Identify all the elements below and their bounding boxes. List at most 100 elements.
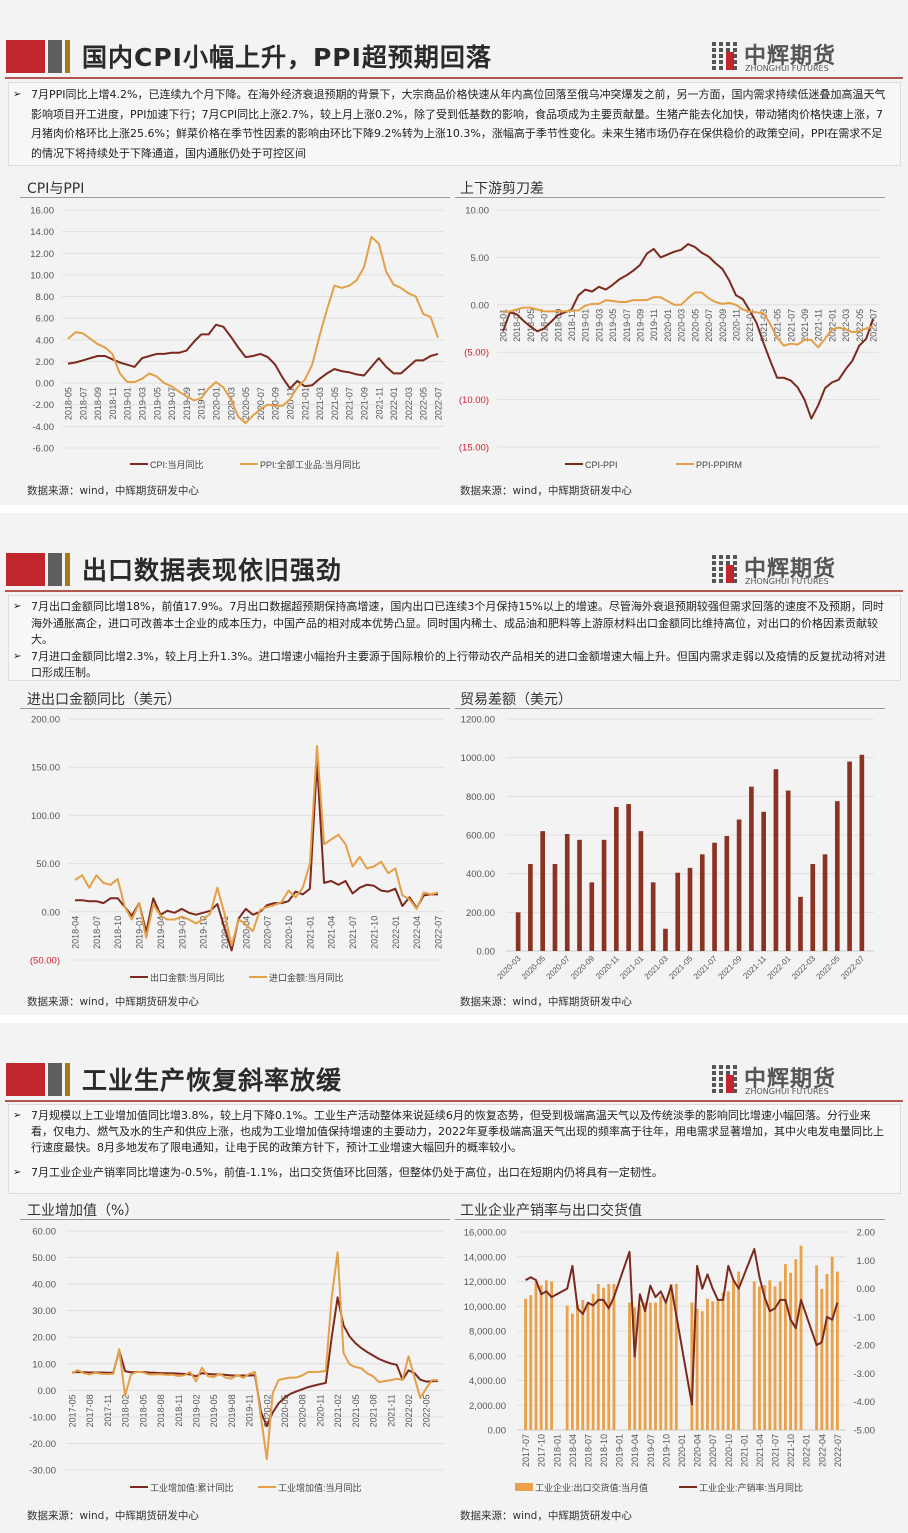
x-tick-label: 2019-07 <box>177 916 187 949</box>
x-tick-label: 2022-03 <box>790 954 818 982</box>
x-tick-label: 2020-03 <box>495 954 523 982</box>
x-tick-label: 2021-05 <box>351 1394 361 1427</box>
header-gray-block <box>48 553 62 586</box>
x-tick-label: 2022-01 <box>827 309 837 342</box>
x-tick-label: 2019-09 <box>182 387 192 420</box>
scissors-gap-chart: (15.00) (10.00) (5.00) 0.00 5.00 10.00 2018-01… <box>459 206 879 470</box>
x-tick-label: 2022-03 <box>404 387 414 420</box>
bar <box>544 1280 548 1430</box>
x-tick-label: 2018-04 <box>71 916 81 949</box>
x-tick-label: 2021-07 <box>345 387 355 420</box>
legend-label: 工业企业:出口交货值:当月值 <box>535 1482 648 1493</box>
y-tick-label: 12,000.00 <box>464 1277 506 1288</box>
bar <box>794 1259 798 1430</box>
y-tick-label: 600.00 <box>466 831 495 842</box>
y-tick-label: -10.00 <box>29 1412 56 1423</box>
section-cpi-ppi: 国内CPI小幅上升，PPI超预期回落 中辉期货 ZHONGHUI FUTURES … <box>0 0 908 505</box>
data-source: 数据来源：wind，中辉期货研发中心 <box>460 485 632 497</box>
bar <box>581 1300 585 1430</box>
x-tick-label: 2018-11 <box>174 1394 184 1426</box>
x-tick-label: 2022-02 <box>404 1394 414 1427</box>
x-tick-label: 2021-07 <box>786 309 796 342</box>
y-tick-label: (10.00) <box>459 395 489 406</box>
x-tick-label: 2019-07 <box>167 387 177 420</box>
y-tick-label: 8.00 <box>36 292 55 303</box>
bar <box>648 1302 652 1430</box>
x-tick-label: 2022-07 <box>869 309 879 342</box>
bar <box>596 1283 600 1430</box>
x-tick-label: 2021-03 <box>759 309 769 342</box>
data-source: 数据来源：wind，中辉期货研发中心 <box>460 996 632 1008</box>
legend-label: 出口金额:当月同比 <box>150 972 225 983</box>
x-tick-label: 2021-11 <box>741 954 768 981</box>
y-tick-label: 16.00 <box>30 206 54 217</box>
x-tick-label: 2021-05 <box>773 309 783 342</box>
x-tick-label: 2019-01 <box>581 309 591 342</box>
x-tick-label: 2019-01 <box>123 387 133 420</box>
x-tick-label: 2020-04 <box>241 916 251 949</box>
x-tick-label: 2021-01 <box>305 916 315 949</box>
bar <box>524 1298 528 1430</box>
chart-title-underline <box>455 1219 885 1220</box>
x-tick-label: 2021-03 <box>643 954 671 982</box>
y-tick-label: 150.00 <box>31 763 60 774</box>
x-tick-label: 2019-05 <box>209 1394 219 1427</box>
x-tick-label: 2022-01 <box>391 916 401 949</box>
x-tick-label: 2020-10 <box>284 916 294 949</box>
trade-balance-chart: 0.00 200.00 400.00 600.00 800.00 1000.00 1200.… <box>461 715 874 982</box>
bar <box>643 1302 647 1430</box>
x-tick-label: 2020-07 <box>545 954 573 982</box>
bar <box>726 1291 730 1430</box>
x-tick-label: 2019-11 <box>197 387 207 419</box>
x-tick-label: 2020-03 <box>677 309 687 342</box>
bar <box>654 1302 657 1430</box>
x-tick-label: 2019-01 <box>135 916 145 949</box>
bar <box>724 835 730 951</box>
x-tick-label: 2020-05 <box>520 954 548 982</box>
x-tick-label: 2020-10 <box>724 1434 734 1467</box>
bar <box>552 864 558 951</box>
bar <box>711 1301 715 1430</box>
x-tick-label: 2022-01 <box>765 954 793 982</box>
y-tick-label: 0.00 <box>477 947 496 958</box>
y2-tick-label: 0.00 <box>857 1284 876 1295</box>
y2-tick-label: -3.00 <box>853 1369 875 1380</box>
chart-title-underline <box>455 197 885 198</box>
bar <box>763 1285 767 1430</box>
y-tick-label: 0.00 <box>471 300 490 311</box>
bar <box>540 831 546 951</box>
x-tick-label: 2020-05 <box>690 309 700 342</box>
bar <box>732 1280 735 1430</box>
section-header: 工业生产恢复斜率放缓 中辉期货 ZHONGHUI FUTURES <box>0 1063 908 1097</box>
x-tick-label: 2019-03 <box>594 309 604 342</box>
cpi-ppi-chart: -6.00 -4.00 -2.00 0.00 2.00 4.00 6.00 8.00 10.00… <box>30 206 444 470</box>
x-tick-label: 2018-08 <box>156 1394 166 1427</box>
legend-label: CPI-PPI <box>585 460 618 470</box>
x-tick-label: 2022-01 <box>389 387 399 420</box>
x-tick-label: 2022-05 <box>419 387 429 420</box>
bar <box>825 1274 829 1430</box>
bar <box>650 882 656 951</box>
bar <box>749 786 754 951</box>
series-line <box>67 236 439 425</box>
header-divider <box>5 590 903 592</box>
legend-label: 工业企业:产销率:当月同比 <box>699 1482 803 1493</box>
x-tick-label: 2019-05 <box>152 387 162 420</box>
section-title: 出口数据表现依旧强劲 <box>82 556 343 585</box>
x-tick-label: 2021-01 <box>745 309 755 342</box>
x-tick-label: 2018-09 <box>93 387 103 420</box>
bar <box>822 854 828 951</box>
x-tick-label: 2022-07 <box>833 1434 843 1467</box>
y2-tick-label: -5.00 <box>853 1426 875 1437</box>
y-tick-label: 100.00 <box>31 811 60 822</box>
bar <box>628 1302 631 1430</box>
y-tick-label: (50.00) <box>30 956 60 967</box>
data-source: 数据来源：wind，中辉期货研发中心 <box>27 485 199 497</box>
bar <box>695 1308 699 1430</box>
x-tick-label: 2019-11 <box>245 1394 255 1426</box>
x-tick-label: 2017-07 <box>521 1434 531 1467</box>
y-tick-label: 6.00 <box>36 314 55 325</box>
x-tick-label: 2018-10 <box>113 916 123 949</box>
y2-tick-label: -2.00 <box>853 1341 875 1352</box>
